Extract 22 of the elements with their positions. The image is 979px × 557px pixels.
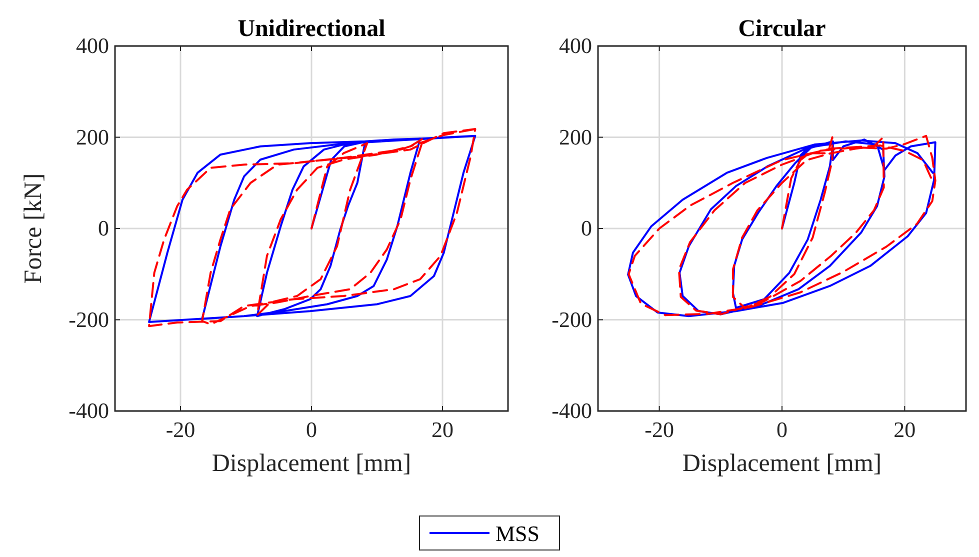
x-tick-label: 0 xyxy=(306,417,317,442)
x-tick-label: 0 xyxy=(776,417,788,442)
x-axis-title: Displacement [mm] xyxy=(682,450,882,477)
y-tick-label: 200 xyxy=(76,124,109,150)
chart-title: Unidirectional xyxy=(238,16,386,42)
y-tick-label: 400 xyxy=(559,33,592,58)
y-tick-label: 0 xyxy=(581,216,592,240)
x-tick-label: 20 xyxy=(894,417,916,442)
y-tick-label: 0 xyxy=(98,216,109,240)
y-tick-label: -400 xyxy=(552,398,592,423)
x-tick-label: -20 xyxy=(166,417,196,442)
x-axis-title: Displacement [mm] xyxy=(212,450,412,477)
x-tick-label: -20 xyxy=(644,417,674,442)
x-tick-label: 20 xyxy=(432,417,454,442)
legend-label: MSS xyxy=(496,521,540,546)
y-tick-label: 400 xyxy=(76,33,109,58)
y-tick-label: -400 xyxy=(68,398,109,423)
y-tick-label: -200 xyxy=(552,306,592,332)
chart-title: Circular xyxy=(738,16,826,42)
y-axis-title: Force [kN] xyxy=(20,173,47,284)
y-tick-label: 200 xyxy=(559,124,592,150)
y-tick-label: -200 xyxy=(68,306,109,332)
